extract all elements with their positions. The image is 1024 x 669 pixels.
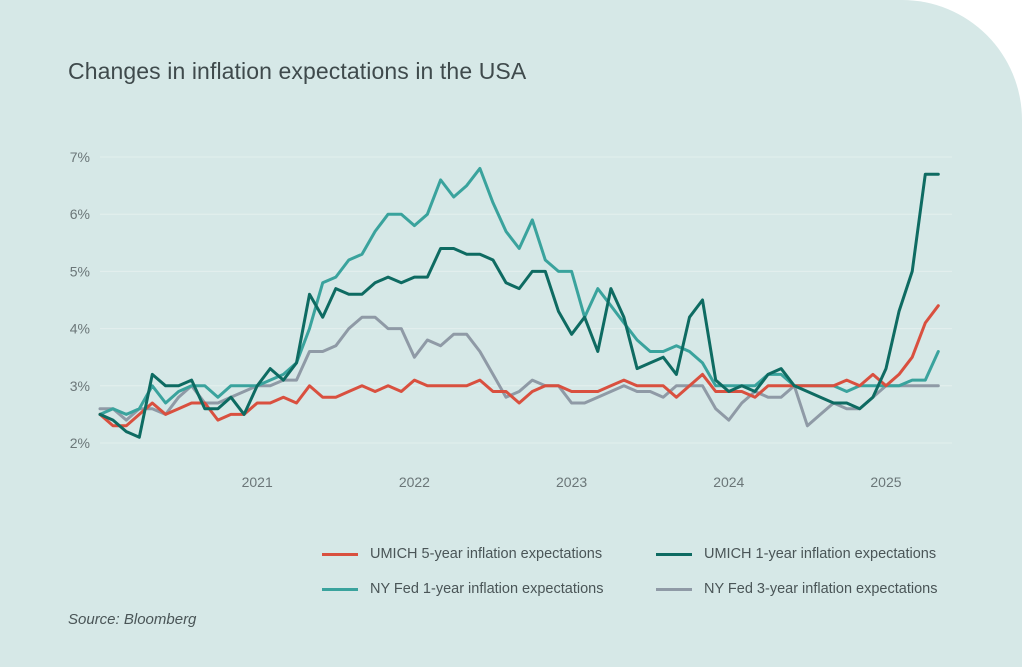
- y-tick-label: 4%: [70, 321, 90, 337]
- gridlines: [100, 156, 952, 444]
- legend-swatch-nyfed-1yr: [322, 587, 358, 591]
- legend-label-nyfed-1yr: NY Fed 1-year inflation expectations: [370, 581, 604, 597]
- series-line-3: [98, 315, 940, 428]
- legend-item-nyfed-1yr: NY Fed 1-year inflation expectations: [322, 581, 603, 597]
- series-line-2: [98, 166, 940, 416]
- y-tick-label: 2%: [70, 435, 90, 451]
- legend-item-umich-1yr: UMICH 1-year inflation expectations: [656, 546, 936, 562]
- y-tick-label: 6%: [70, 206, 90, 222]
- legend-item-nyfed-3yr: NY Fed 3-year inflation expectations: [656, 581, 937, 597]
- y-tick-label: 3%: [70, 378, 90, 394]
- legend-swatch-umich-1yr: [656, 552, 692, 556]
- x-axis-ticks: 2021 2022 2023 2024 2025: [242, 474, 902, 490]
- legend-label-nyfed-3yr: NY Fed 3-year inflation expectations: [704, 581, 938, 597]
- series-line-1: [98, 172, 940, 439]
- legend-label-umich-5yr: UMICH 5-year inflation expectations: [370, 546, 603, 562]
- x-tick-label: 2022: [399, 474, 430, 490]
- y-axis-ticks: 2% 3% 4% 5% 6% 7%: [70, 149, 90, 451]
- legend-item-umich-5yr: UMICH 5-year inflation expectations: [322, 546, 602, 562]
- x-tick-label: 2025: [870, 474, 901, 490]
- x-tick-label: 2023: [556, 474, 587, 490]
- source-note: Source: Bloomberg: [68, 611, 197, 628]
- series-line-0: [98, 304, 940, 428]
- chart-title: Changes in inflation expectations in the…: [68, 58, 527, 84]
- y-tick-label: 7%: [70, 149, 90, 165]
- y-tick-label: 5%: [70, 263, 90, 279]
- x-tick-label: 2024: [713, 474, 744, 490]
- legend-swatch-nyfed-3yr: [656, 587, 692, 591]
- legend-swatch-umich-5yr: [322, 552, 358, 556]
- series-lines: [98, 166, 940, 439]
- legend-label-umich-1yr: UMICH 1-year inflation expectations: [704, 546, 937, 562]
- x-tick-label: 2021: [242, 474, 273, 490]
